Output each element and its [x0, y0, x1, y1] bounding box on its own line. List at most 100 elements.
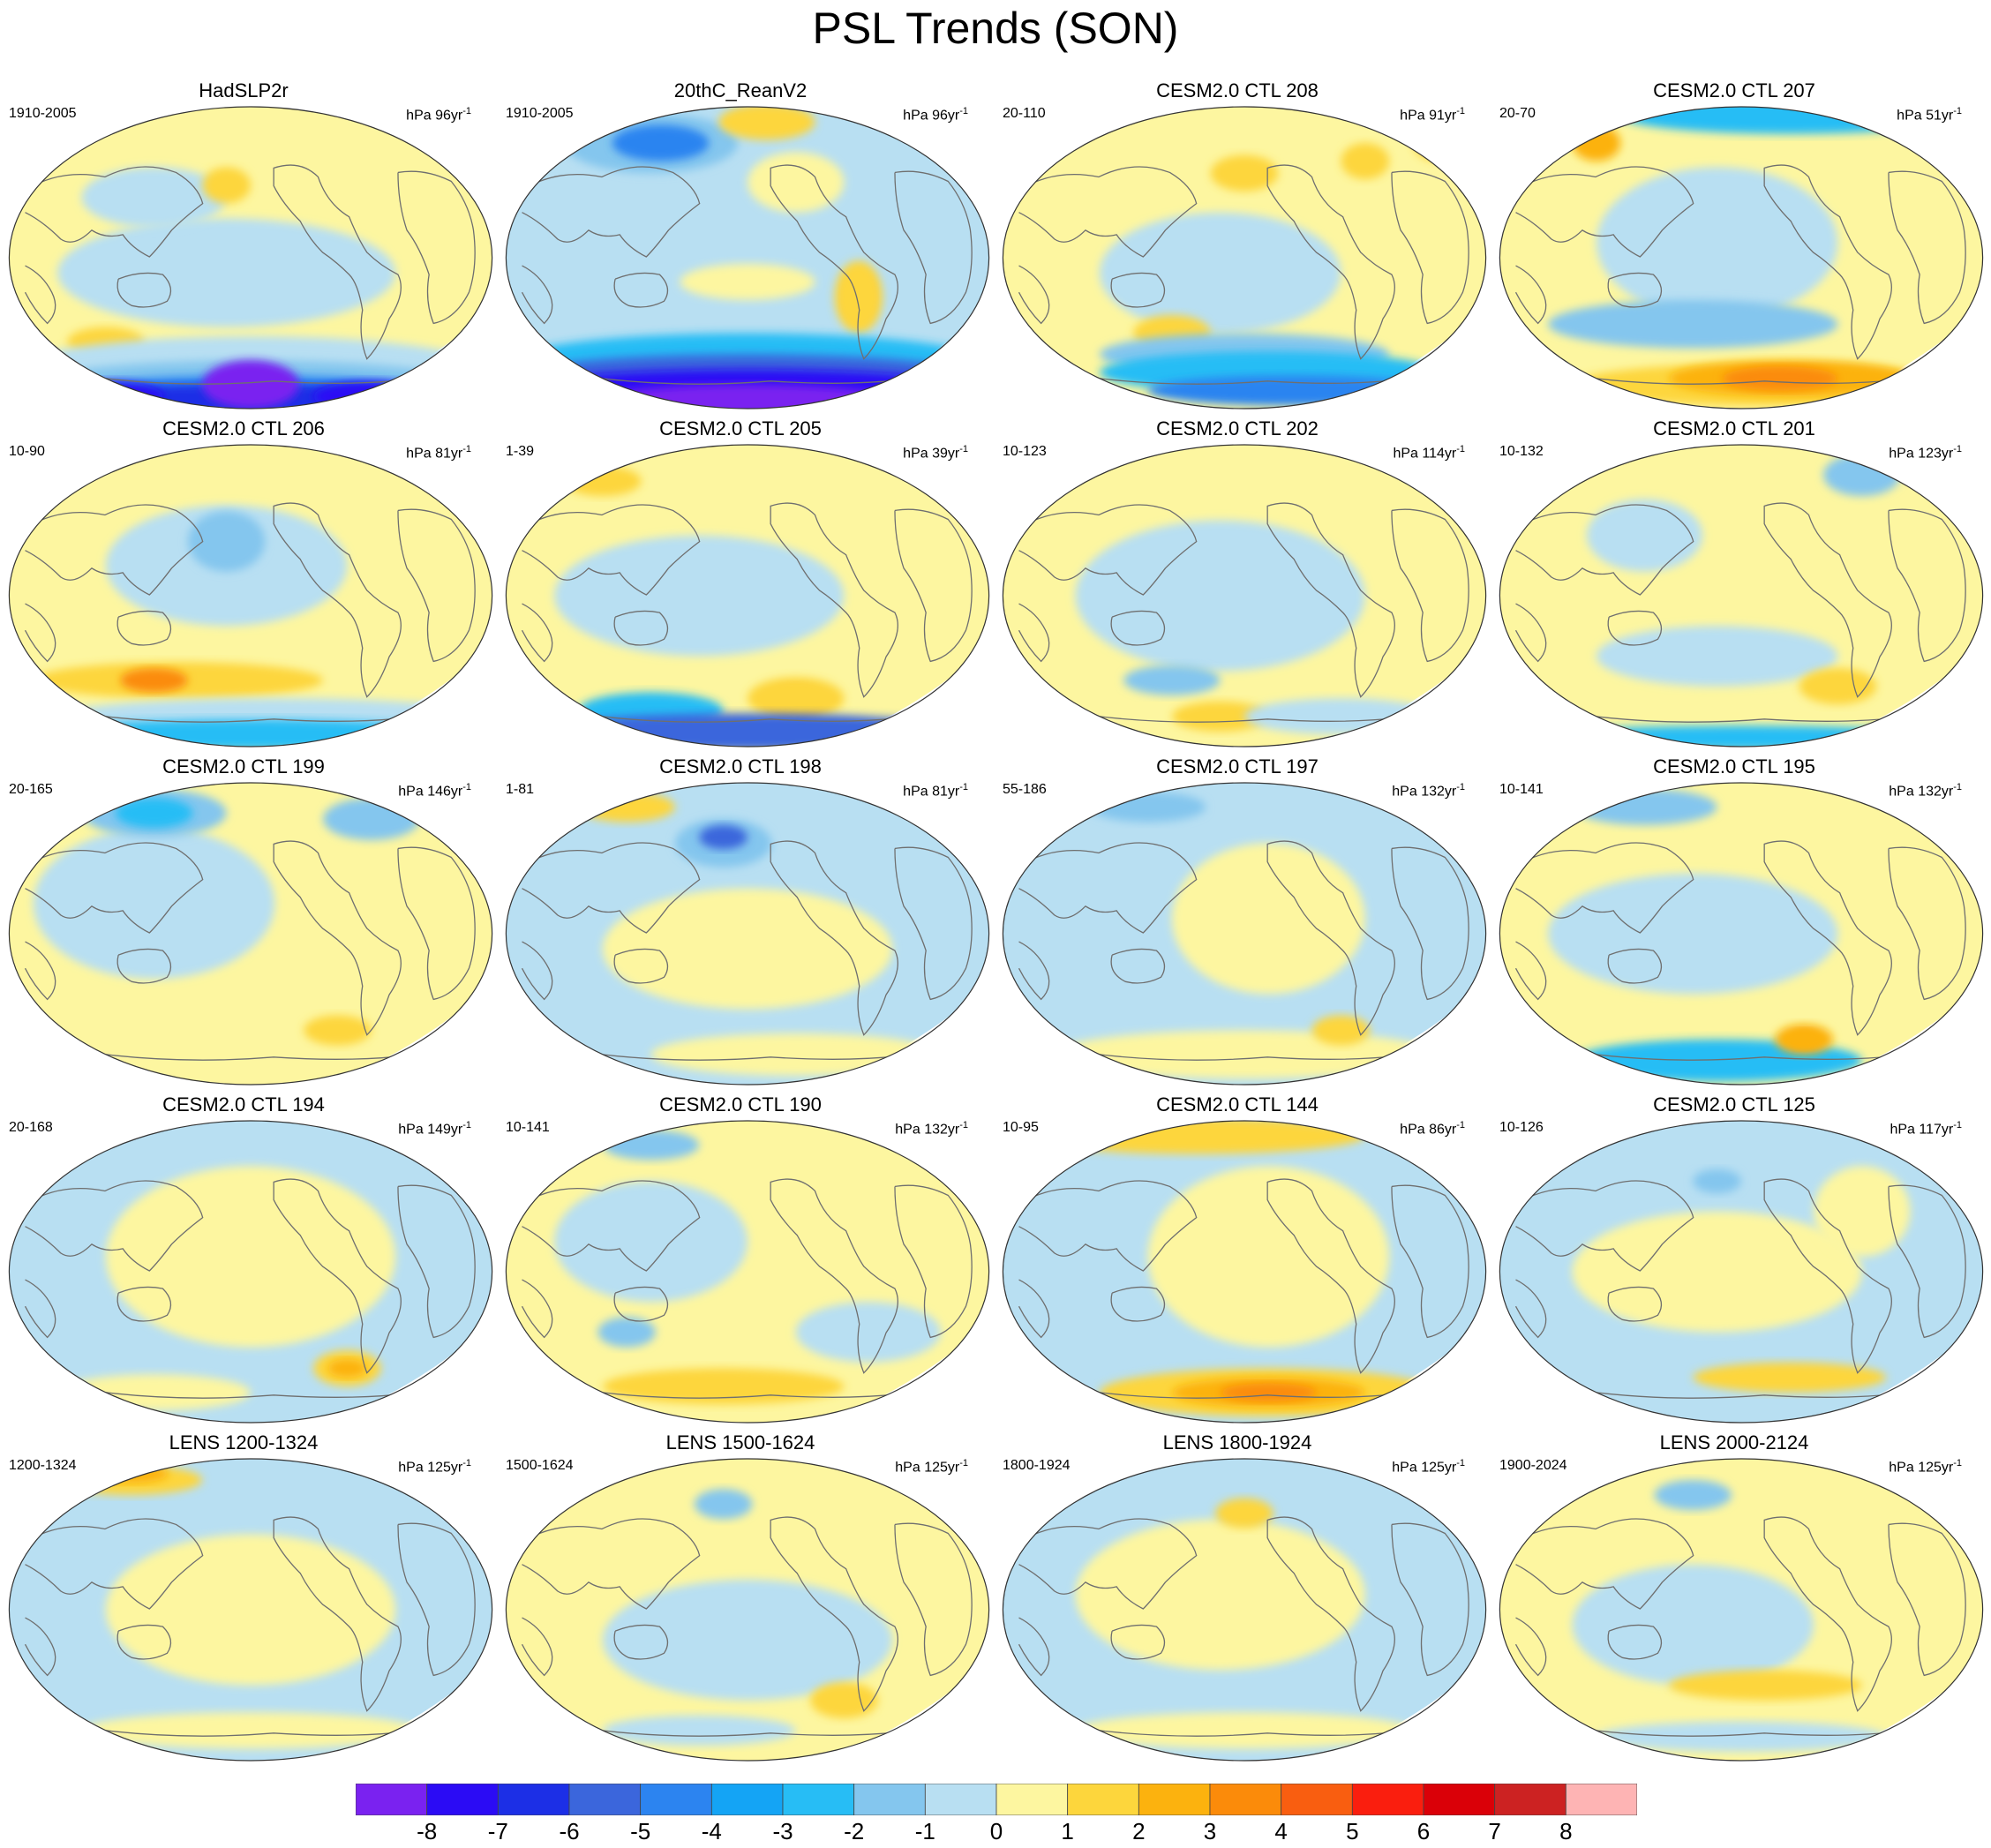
map-panel: LENS 1200-1324 1200-1324 hPa 125yr-1: [0, 1431, 493, 1762]
coastline: [397, 170, 476, 325]
colorbar-swatch: [1138, 1784, 1211, 1815]
coastline: [397, 508, 476, 663]
trend-contour: [597, 1317, 657, 1348]
units-exponent: -1: [959, 444, 968, 454]
panel-years: 10-141: [506, 1120, 550, 1135]
colorbar-tick-label: 5: [1346, 1818, 1359, 1844]
map-border: [8, 1458, 493, 1762]
coastlines: [1018, 1516, 1469, 1737]
trend-contour: [1210, 154, 1279, 192]
coastline: [25, 842, 204, 934]
units-exponent: -1: [1953, 106, 1962, 116]
trend-contour: [105, 1534, 396, 1686]
panel-units: hPa 146yr-1: [398, 778, 471, 800]
colorbar-tick-label: 2: [1132, 1818, 1146, 1844]
coastline: [522, 1518, 701, 1610]
map-panel: CESM2.0 CTL 202 10-123 hPa 114yr-1: [994, 417, 1487, 747]
panel-years: 20-70: [1499, 106, 1536, 121]
coastline: [1607, 948, 1663, 984]
map-field: [8, 782, 493, 1086]
coastline: [1266, 840, 1395, 1036]
coastline: [770, 502, 898, 698]
trend-contour: [1693, 1362, 1887, 1393]
colorbar-tick-label: -6: [559, 1818, 580, 1844]
coastline: [894, 1184, 973, 1339]
coastline: [1514, 1279, 1547, 1339]
coastline: [613, 272, 669, 308]
trend-contour: [602, 1715, 796, 1746]
colorbar-tick-label: -3: [772, 1818, 793, 1844]
units-exponent: -1: [1953, 1120, 1962, 1131]
panel-years: 1910-2005: [9, 106, 77, 121]
coastline: [25, 166, 204, 258]
trend-contour: [1099, 212, 1341, 334]
map-panel: CESM2.0 CTL 144 10-95 hPa 86yr-1: [994, 1093, 1487, 1424]
colorbar-swatch: [1565, 1784, 1637, 1815]
coastline: [1018, 1617, 1050, 1677]
map-panel: LENS 1800-1924 1800-1924 hPa 125yr-1: [994, 1431, 1487, 1762]
map-border: [1499, 444, 1984, 747]
map-field: [1499, 106, 1984, 409]
coastline: [25, 1518, 204, 1610]
trend-contour: [1499, 445, 1983, 747]
coastline: [1110, 1624, 1166, 1660]
units-exponent: -1: [1456, 1120, 1465, 1131]
panel-units-text: hPa 81yr: [406, 446, 463, 462]
coastline: [1018, 1279, 1050, 1339]
colorbar-swatch: [426, 1784, 499, 1815]
colorbar-tick-label: 8: [1559, 1818, 1573, 1844]
coastline: [1763, 164, 1892, 360]
map-panel: CESM2.0 CTL 197 55-186 hPa 132yr-1: [994, 755, 1487, 1086]
map-panel: CESM2.0 CTL 125 10-126 hPa 117yr-1: [1491, 1093, 1984, 1424]
map-border: [8, 106, 493, 409]
units-exponent: -1: [462, 782, 471, 793]
coastline: [1607, 1286, 1663, 1322]
panel-years: 1200-1324: [9, 1458, 77, 1473]
panel-title: CESM2.0 CTL 206: [162, 417, 325, 439]
map-panel: CESM2.0 CTL 194 20-168 hPa 149yr-1: [0, 1093, 493, 1424]
panel-years: 1900-2024: [1499, 1458, 1567, 1473]
map-field: [505, 106, 990, 409]
units-exponent: -1: [462, 1458, 471, 1469]
coastline: [1018, 1180, 1198, 1272]
panel-years: 1-81: [506, 782, 535, 797]
coastline: [1514, 1617, 1547, 1677]
coastline: [273, 840, 402, 1036]
map-field: [1499, 444, 1984, 747]
coastline: [1515, 166, 1694, 258]
map-panel: CESM2.0 CTL 206 10-90 hPa 81yr-1: [0, 417, 493, 747]
panel-title: CESM2.0 CTL 207: [1653, 79, 1815, 101]
coastline: [1515, 1180, 1694, 1272]
units-exponent: -1: [1456, 1458, 1465, 1469]
colorbar-swatch: [1209, 1784, 1282, 1815]
coastline: [1266, 1178, 1395, 1374]
map-field: [8, 444, 493, 747]
panel-units: hPa 132yr-1: [1392, 778, 1465, 800]
trend-contour: [187, 511, 266, 572]
units-exponent: -1: [959, 106, 968, 116]
trend-contour: [554, 1181, 748, 1303]
map-panel: CESM2.0 CTL 190 10-141 hPa 132yr-1: [497, 1093, 990, 1424]
units-exponent: -1: [1456, 106, 1465, 116]
panel-years: 10-90: [9, 444, 45, 459]
map-field: [1002, 106, 1487, 409]
coastline: [273, 1516, 402, 1712]
trend-contour: [1596, 1721, 1887, 1752]
coastline: [522, 1180, 701, 1272]
coastline: [770, 1178, 898, 1374]
map-field: [1499, 1120, 1984, 1424]
map-panel: CESM2.0 CTL 201 10-132 hPa 123yr-1: [1491, 417, 1984, 747]
coastline: [24, 1617, 56, 1677]
map-panel: CESM2.0 CTL 205 1-39 hPa 39yr-1: [497, 417, 990, 747]
trend-contour: [327, 1359, 367, 1378]
coastline: [613, 1624, 669, 1660]
panel-units: hPa 114yr-1: [1393, 440, 1465, 462]
panel-title: CESM2.0 CTL 201: [1653, 417, 1815, 439]
panel-units: hPa 117yr-1: [1890, 1116, 1962, 1138]
panel-title: 20thC_ReanV2: [673, 79, 808, 101]
map-border: [505, 1120, 990, 1424]
trend-contour: [699, 824, 748, 850]
trend-contour: [1814, 1166, 1911, 1257]
trend-contour: [1572, 1211, 1862, 1333]
trend-contour: [1341, 143, 1390, 180]
